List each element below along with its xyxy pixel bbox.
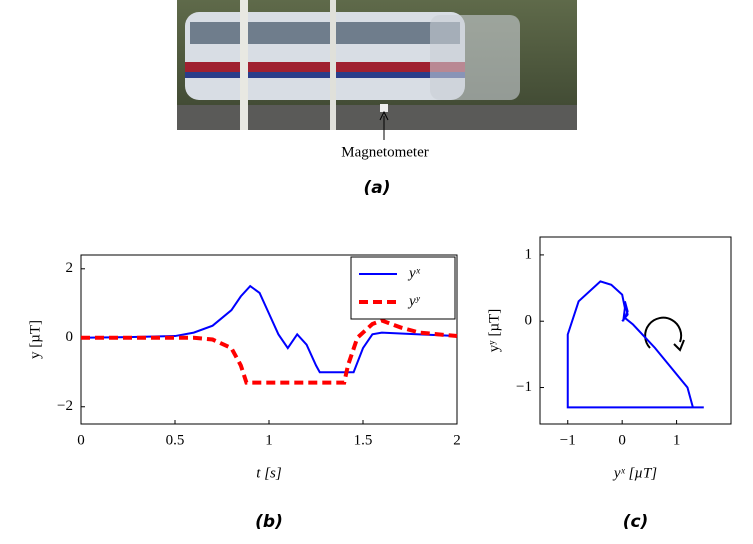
- y-axis-label: yʸ [µT]: [486, 309, 502, 353]
- caption: (b): [255, 512, 283, 532]
- caption: (a): [363, 178, 390, 198]
- series-line: [566, 280, 704, 409]
- x-axis-label: yˣ [µT]: [612, 465, 657, 481]
- x-tick-label: 2: [453, 432, 461, 448]
- plot-frame: [539, 236, 732, 425]
- arrow: [644, 316, 685, 352]
- y-tick-label: 0: [66, 329, 74, 345]
- legend-box: [350, 256, 456, 320]
- series-line: [81, 318, 458, 385]
- x-axis-label: t [s]: [256, 465, 282, 481]
- photo: Magnetometer (a): [177, 0, 577, 198]
- legend-label: yʸ: [407, 293, 421, 309]
- legend-label: yˣ: [407, 265, 421, 281]
- x-tick-label: −1: [560, 432, 576, 448]
- x-tick-label: 1: [673, 432, 681, 448]
- x-tick-label: 1: [265, 432, 273, 448]
- series-line: [80, 284, 458, 374]
- y-axis-label: y [µT]: [27, 320, 43, 359]
- y-tick-label: 0: [525, 313, 533, 329]
- x-tick-label: 0.5: [166, 432, 185, 448]
- x-tick-label: 1.5: [354, 432, 373, 448]
- y-tick-label: −2: [57, 398, 73, 414]
- y-tick-label: 1: [525, 246, 533, 262]
- x-tick-label: 0: [618, 432, 626, 448]
- x-tick-label: 0: [77, 432, 85, 448]
- caption: (c): [623, 512, 649, 532]
- annotation: Magnetometer: [341, 144, 428, 160]
- y-tick-label: −1: [516, 379, 532, 395]
- y-tick-label: 2: [66, 260, 74, 276]
